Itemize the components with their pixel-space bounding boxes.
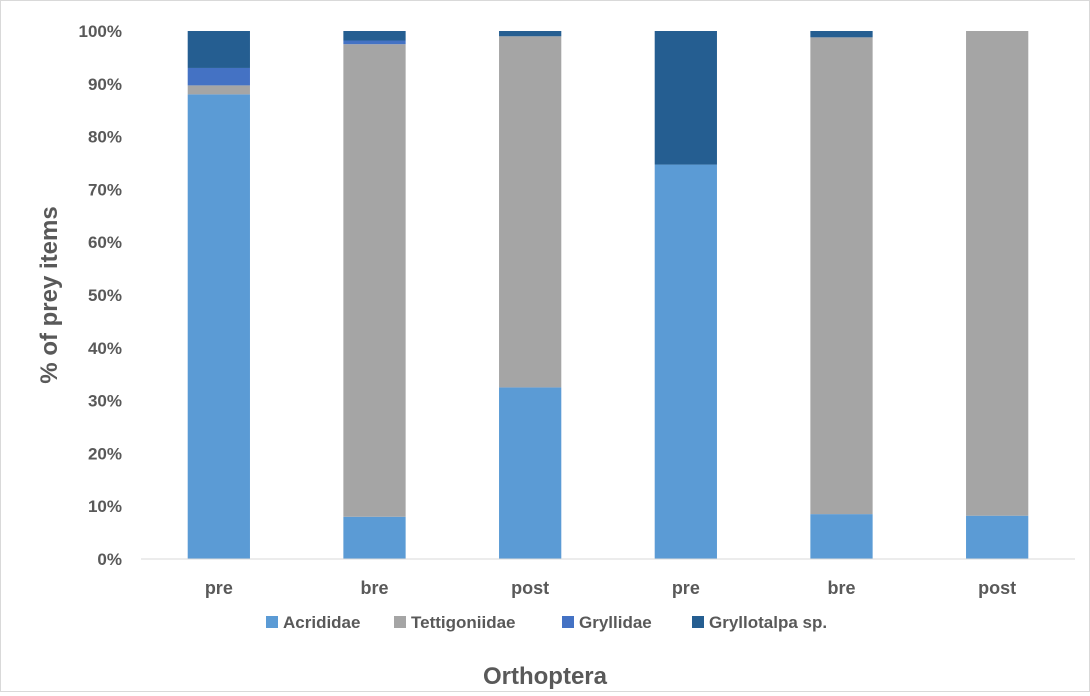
x-tick-label: bre <box>360 578 388 598</box>
bar-segment-acrididae <box>343 516 406 559</box>
y-tick-label: 50% <box>88 286 122 305</box>
legend-swatch <box>394 616 406 628</box>
bar-segment-tettigoniidae <box>810 37 873 515</box>
bar-segment-gryllidae <box>343 40 406 45</box>
bar-segment-gryllotalpa-sp <box>187 31 250 68</box>
bar-segment-tettigoniidae <box>187 85 250 95</box>
y-tick-label: 0% <box>97 550 122 569</box>
legend-label: Acrididae <box>283 613 360 632</box>
legend-label: Gryllidae <box>579 613 652 632</box>
bar-segment-gryllotalpa-sp <box>343 31 406 41</box>
y-tick-label: 70% <box>88 180 122 199</box>
legend: Acrididae Tettigoniidae Gryllidae Gryllotal… <box>266 613 827 632</box>
y-tick-label: 10% <box>88 497 122 516</box>
bar-segment-gryllotalpa-sp <box>810 31 873 38</box>
bar-segment-acrididae <box>499 387 562 559</box>
x-tick-label: post <box>511 578 549 598</box>
legend-swatch <box>266 616 278 628</box>
y-tick-label: 40% <box>88 339 122 358</box>
bar-segment-tettigoniidae <box>966 31 1029 516</box>
y-tick-label: 20% <box>88 444 122 463</box>
x-axis: pre bre post pre bre post <box>205 578 1016 598</box>
bar-segment-acrididae <box>187 94 250 560</box>
bar-segment-acrididae <box>810 514 873 559</box>
y-axis: 0% 10% 20% 30% 40% 50% 60% 70% 80% 90% 100% <box>79 22 122 569</box>
bar-segment-gryllotalpa-sp <box>654 31 717 165</box>
x-tick-label: post <box>978 578 1016 598</box>
y-tick-label: 80% <box>88 128 122 147</box>
bar-segment-acrididae <box>654 164 717 560</box>
bar-segment-gryllotalpa-sp <box>499 31 562 37</box>
x-tick-label: bre <box>827 578 855 598</box>
bar-segment-tettigoniidae <box>499 36 562 388</box>
bar-segment-acrididae <box>966 515 1029 559</box>
legend-swatch <box>692 616 704 628</box>
y-tick-label: 90% <box>88 75 122 94</box>
x-axis-title: Orthoptera <box>483 663 608 690</box>
y-axis-title: % of prey items <box>36 206 63 383</box>
legend-swatch <box>562 616 574 628</box>
legend-label: Gryllotalpa sp. <box>709 613 827 632</box>
x-tick-label: pre <box>672 578 700 598</box>
legend-label: Tettigoniidae <box>411 613 516 632</box>
bar-segment-tettigoniidae <box>343 44 406 517</box>
y-tick-label: 100% <box>79 22 122 41</box>
bars <box>187 31 1029 560</box>
y-tick-label: 30% <box>88 392 122 411</box>
bar-segment-gryllidae <box>187 67 250 86</box>
y-tick-label: 60% <box>88 233 122 252</box>
x-tick-label: pre <box>205 578 233 598</box>
